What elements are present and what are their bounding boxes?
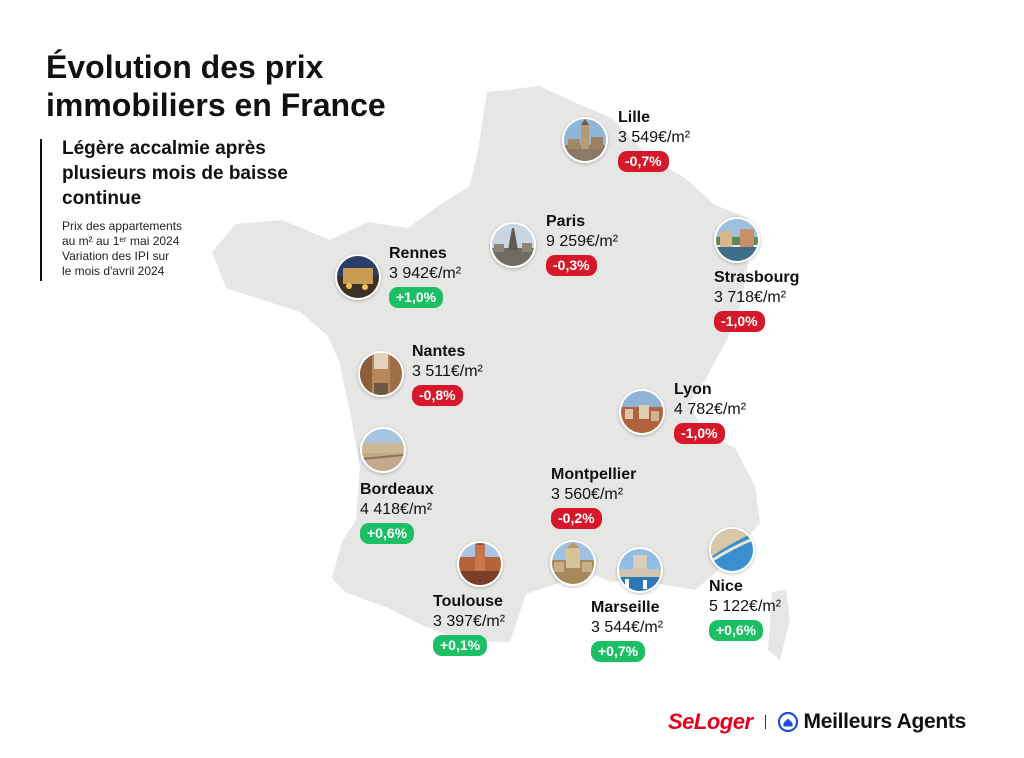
city-name: Lille: [618, 109, 651, 126]
city-lille: Lille 3 549€/m² -0,7%: [618, 108, 690, 172]
city-price: 3 718€/m²: [714, 289, 787, 306]
city-name: Strasbourg: [714, 269, 800, 286]
city-price: 3 544€/m²: [591, 619, 664, 636]
meilleurs-agents-house-icon: [777, 712, 798, 732]
note-line-1: Prix des appartements: [62, 219, 183, 233]
subtitle: Légère accalmie après plusieurs mois de …: [62, 136, 332, 211]
city-price: 4 782€/m²: [674, 401, 747, 418]
strasbourg-photo: [714, 217, 760, 263]
city-strasbourg: Strasbourg 3 718€/m² -1,0%: [714, 268, 799, 332]
change-badge: +0,6%: [709, 620, 764, 641]
city-toulouse: Toulouse 3 397€/m² +0,1%: [433, 592, 505, 656]
city-name: Toulouse: [433, 593, 503, 610]
bordeaux-photo: [360, 427, 406, 473]
city-price: 3 397€/m²: [433, 613, 506, 630]
change-badge: +1,0%: [389, 287, 444, 308]
logo-separator: [764, 715, 766, 729]
city-montpellier: Montpellier 3 560€/m² -0,2%: [551, 465, 636, 529]
city-name: Marseille: [591, 599, 660, 616]
nantes-photo: [358, 351, 404, 397]
rennes-photo: [335, 254, 381, 300]
nice-photo: [709, 527, 755, 573]
title-line-1: Évolution des prix: [46, 49, 324, 85]
note-line-4: le mois d'avril 2024: [62, 264, 165, 278]
city-name: Bordeaux: [360, 481, 434, 498]
seloger-logo: SeLoger: [668, 709, 753, 734]
city-name: Lyon: [674, 381, 712, 398]
lyon-photo: [619, 389, 665, 435]
city-name: Rennes: [389, 245, 447, 262]
change-badge: -0,7%: [618, 151, 669, 172]
city-price: 3 560€/m²: [551, 486, 624, 503]
lille-photo: [562, 117, 608, 163]
title-line-2: immobiliers en France: [46, 87, 386, 123]
change-badge: -0,2%: [551, 508, 602, 529]
subtitle-line-3: continue: [62, 188, 142, 209]
city-rennes: Rennes 3 942€/m² +1,0%: [389, 244, 461, 308]
marseille-photo: [617, 547, 663, 593]
city-price: 3 511€/m²: [412, 363, 483, 380]
city-price: 3 942€/m²: [389, 265, 462, 282]
city-marseille: Marseille 3 544€/m² +0,7%: [591, 598, 663, 662]
change-badge: -0,3%: [546, 255, 597, 276]
change-badge: -1,0%: [674, 423, 725, 444]
page-title: Évolution des prix immobiliers en France: [46, 48, 426, 124]
change-badge: +0,7%: [591, 641, 646, 662]
corsica-shape: [768, 590, 790, 660]
methodology-note: Prix des appartements au m² au 1ᵉʳ mai 2…: [62, 219, 232, 279]
city-price: 3 549€/m²: [618, 129, 691, 146]
france-mainland-shape: [212, 86, 760, 642]
note-line-3: Variation des IPI sur: [62, 249, 170, 263]
city-lyon: Lyon 4 782€/m² -1,0%: [674, 380, 746, 444]
toulouse-photo: [457, 541, 503, 587]
city-price: 5 122€/m²: [709, 598, 782, 615]
meilleurs-agents-logo: Meilleurs Agents: [803, 710, 967, 733]
city-name: Montpellier: [551, 466, 637, 483]
city-price: 9 259€/m²: [546, 233, 619, 250]
city-price: 4 418€/m²: [360, 501, 433, 518]
subtitle-line-1: Légère accalmie après: [62, 138, 266, 159]
change-badge: +0,6%: [360, 523, 415, 544]
city-name: Nantes: [412, 343, 466, 360]
subtitle-line-2: plusieurs mois de baisse: [62, 163, 288, 184]
subtitle-rule: [40, 139, 42, 281]
footer-logos: SeLoger Meilleurs Agents: [668, 706, 966, 738]
city-name: Paris: [546, 213, 586, 230]
city-name: Nice: [709, 578, 743, 595]
paris-photo: [490, 222, 536, 268]
note-line-2: au m² au 1ᵉʳ mai 2024: [62, 234, 180, 248]
change-badge: -1,0%: [714, 311, 765, 332]
montpellier-photo: [550, 540, 596, 586]
city-bordeaux: Bordeaux 4 418€/m² +0,6%: [360, 480, 434, 544]
change-badge: -0,8%: [412, 385, 463, 406]
change-badge: +0,1%: [433, 635, 488, 656]
city-nice: Nice 5 122€/m² +0,6%: [709, 577, 781, 641]
city-paris: Paris 9 259€/m² -0,3%: [546, 212, 618, 276]
city-nantes: Nantes 3 511€/m² -0,8%: [412, 342, 483, 406]
